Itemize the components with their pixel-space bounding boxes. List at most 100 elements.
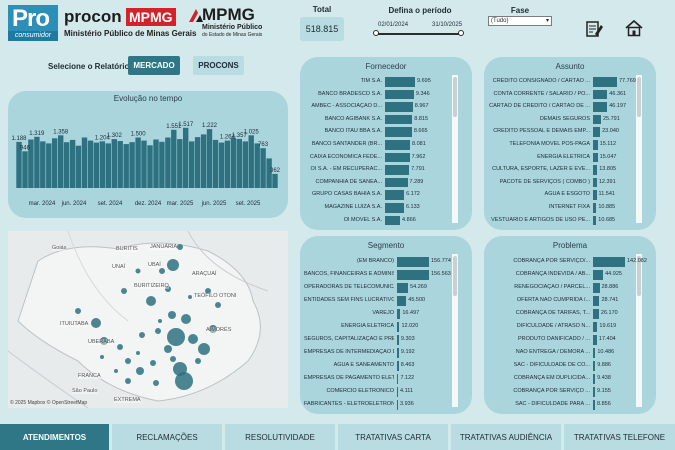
evolucao-bar[interactable] [111,139,117,188]
map-bubble[interactable] [91,318,101,328]
assunto-row-bar[interactable] [593,190,597,200]
slider-handle-start[interactable] [373,30,379,36]
fase-dropdown[interactable]: (Tudo) ▾ [488,16,552,26]
map-bubble[interactable] [136,351,140,355]
assunto-row-bar[interactable] [593,114,601,125]
fornecedor-row-bar[interactable] [385,177,408,188]
segmento-scrollbar[interactable] [452,254,458,407]
evolucao-bar[interactable] [159,141,165,188]
evolucao-bar[interactable] [171,129,177,188]
evolucao-bar[interactable] [183,127,189,188]
evolucao-bar[interactable] [46,143,52,188]
segmento-row-bar[interactable] [397,361,399,371]
evolucao-bar[interactable] [242,141,248,188]
evolucao-bar[interactable] [141,140,147,188]
map-bubble[interactable] [135,268,141,274]
evolucao-bar[interactable] [135,137,141,189]
assunto-row-bar[interactable] [593,140,598,150]
problema-row-bar[interactable] [593,348,596,358]
evolucao-bar[interactable] [16,141,22,188]
map-bubble[interactable] [175,372,193,390]
evolucao-bar[interactable] [123,144,129,188]
problema-row-bar[interactable] [593,296,600,306]
map-bubble[interactable] [164,345,172,353]
problema-row-bar[interactable] [593,270,604,280]
map-bubble[interactable] [117,344,123,350]
tab-reclamacoes[interactable]: RECLAMAÇÕES [112,422,222,450]
fornecedor-row-bar[interactable] [385,165,410,175]
assunto-row-bar[interactable] [593,127,601,137]
map-bubble[interactable] [168,311,176,319]
evolucao-bar[interactable] [147,145,153,188]
segmento-row-bar[interactable] [397,257,429,267]
map-bubble[interactable] [125,378,131,384]
evolucao-bar[interactable] [177,139,183,188]
assunto-row-bar[interactable] [593,152,598,163]
segmento-row-bar[interactable] [397,400,398,410]
segmento-row-bar[interactable] [397,348,399,358]
map-bubble[interactable] [181,314,191,324]
assunto-row-bar[interactable] [593,102,608,112]
evolucao-bar[interactable] [81,137,88,189]
problema-row-bar[interactable] [593,400,595,410]
problema-row-bar[interactable] [593,283,600,293]
map-bubble[interactable] [150,360,156,366]
assunto-row-bar[interactable] [593,177,597,188]
map-bubble[interactable] [215,302,221,308]
evolucao-bar[interactable] [69,139,76,188]
evolucao-bar[interactable] [63,142,70,188]
evolucao-bar[interactable] [52,138,58,188]
tab-tratativas-audiencia[interactable]: TRATATIVAS AUDIÊNCIA [451,422,561,450]
evolucao-bar[interactable] [58,135,64,188]
fornecedor-row-bar[interactable] [385,190,405,200]
evolucao-bar[interactable] [22,151,28,188]
map-bubble[interactable] [146,296,156,306]
tab-resolutividade[interactable]: RESOLUTIVIDADE [225,422,335,450]
evolucao-bar[interactable] [200,134,207,188]
fornecedor-row-bar[interactable] [385,140,410,150]
evolucao-bar[interactable] [28,139,34,189]
evolucao-bar[interactable] [153,139,159,189]
problema-scrollbar[interactable] [636,254,642,407]
map-bubble[interactable] [158,319,162,323]
fornecedor-scrollbar[interactable] [452,75,458,223]
evolucao-bar[interactable] [34,136,40,188]
mercado-button[interactable]: MERCADO [128,56,180,75]
problema-row-bar[interactable] [593,387,596,397]
map-bubble[interactable] [209,325,217,333]
fornecedor-row-bar[interactable] [385,102,413,112]
fornecedor-row-bar[interactable] [385,215,401,226]
segmento-row-bar[interactable] [397,283,409,293]
problema-row-bar[interactable] [593,374,596,384]
map-bubble[interactable] [198,343,210,355]
evolucao-bar[interactable] [129,142,135,188]
assunto-row-bar[interactable] [593,89,608,100]
evolucao-bar[interactable] [40,141,46,188]
problema-row-bar[interactable] [593,361,596,371]
segmento-row-bar[interactable] [397,387,398,397]
tab-atendimentos[interactable]: ATENDIMENTOS [0,422,109,450]
map-bubble[interactable] [205,288,211,294]
segmento-row-bar[interactable] [397,374,399,384]
map-bubble[interactable] [139,332,145,338]
problema-row-bar[interactable] [593,309,599,319]
evolucao-bar[interactable] [272,173,278,188]
map-bubble[interactable] [100,337,108,345]
evolucao-bar[interactable] [266,158,272,188]
problema-row-bar[interactable] [593,322,598,332]
map-bubble[interactable] [188,334,198,344]
evolucao-bar[interactable] [212,139,219,188]
fornecedor-row-bar[interactable] [385,127,412,137]
segmento-row-bar[interactable] [397,322,400,332]
tab-tratativas-carta[interactable]: TRATATIVAS CARTA [338,422,448,450]
evolucao-bar[interactable] [260,148,266,188]
procons-button[interactable]: PROCONS [193,56,244,75]
fornecedor-row-bar[interactable] [385,203,404,213]
evolucao-bar[interactable] [189,141,195,188]
segmento-row-bar[interactable] [397,309,401,319]
map-bubble[interactable] [121,288,127,294]
assunto-row-bar[interactable] [593,165,598,175]
segmento-row-bar[interactable] [397,296,407,306]
assunto-row-bar[interactable] [593,203,597,213]
map-bubble[interactable] [165,286,171,292]
